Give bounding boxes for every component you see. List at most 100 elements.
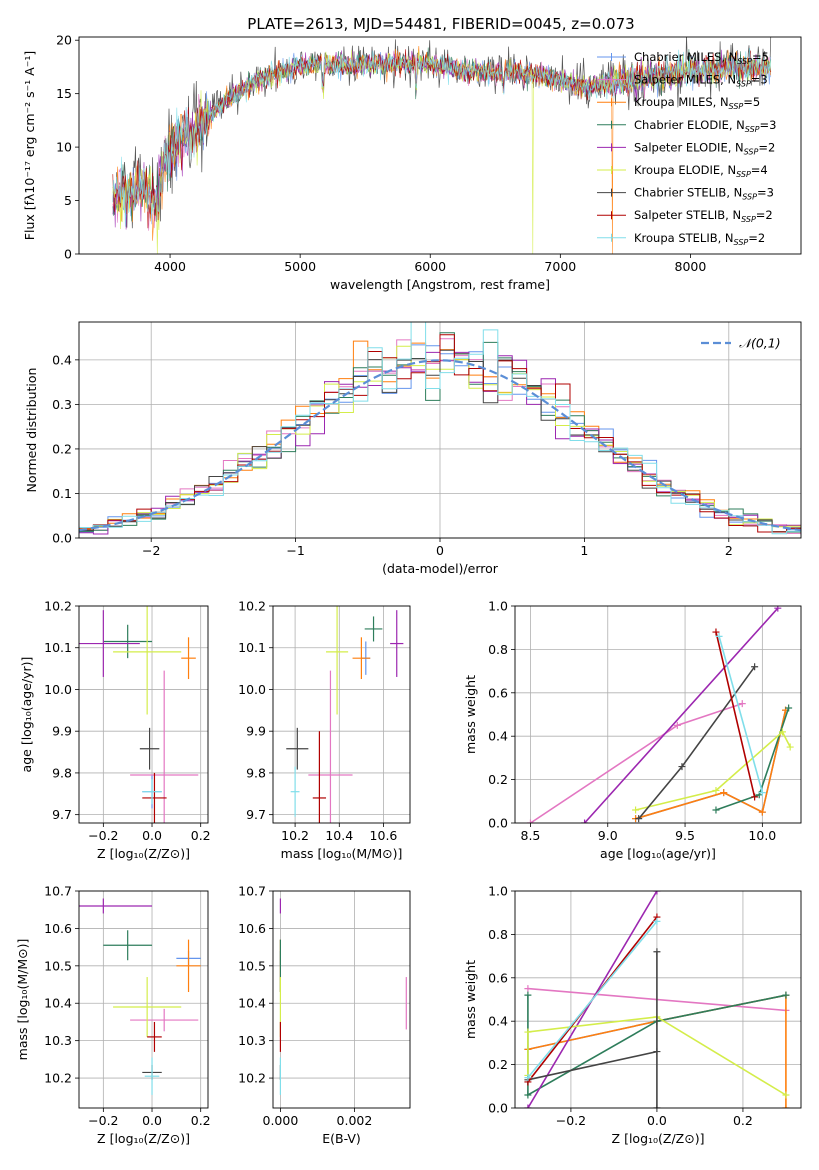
y-tick-label: 1.0 (488, 599, 508, 614)
y-tick-label: 10.5 (238, 958, 266, 973)
x-tick-label: 5000 (284, 259, 316, 274)
legend-label: Kroupa MILES, NSSP=5 (634, 95, 760, 111)
y-tick-label: 0.2 (52, 441, 72, 456)
weight-marker-4 (581, 819, 589, 823)
legend-label: Salpeter MILES, NSSP=3 (634, 73, 768, 89)
x-axis-label: (data-model)/error (382, 561, 499, 576)
histogram-steps-4 (79, 351, 801, 535)
legend-label: Kroupa ELODIE, NSSP=4 (634, 163, 768, 179)
weight-marker-3 (782, 991, 790, 999)
y-tick-label: 10.2 (44, 1071, 72, 1086)
x-tick-label: 0.002 (337, 1113, 373, 1128)
weight-marker-5 (778, 728, 786, 736)
weight-marker-3 (524, 991, 532, 999)
x-axis-label: Z [log₁₀(Z/Z⊙)] (612, 1131, 705, 1146)
y-tick-label: 10.2 (44, 599, 72, 614)
weight-marker-8 (758, 789, 766, 797)
weight-marker-6 (678, 763, 686, 771)
weight-line-2 (635, 710, 787, 820)
x-tick-label: 0.000 (263, 1113, 299, 1128)
legend-label: Chabrier MILES, NSSP=5 (634, 50, 769, 66)
axes-frame (78, 605, 209, 824)
legend-label: Chabrier STELIB, NSSP=3 (634, 186, 774, 202)
weight-marker-4 (774, 606, 782, 612)
weight-marker-1 (526, 819, 534, 823)
weight-line-6 (527, 951, 658, 1108)
x-tick-label: 0.0 (647, 1113, 667, 1128)
plot-area (524, 891, 790, 1108)
y-tick-label: 10.2 (238, 1071, 266, 1086)
x-tick-label: 0.2 (733, 1113, 753, 1128)
weight-marker-6 (635, 815, 643, 823)
y-tick-label: 9.8 (52, 765, 72, 780)
weight-marker-1 (524, 985, 532, 993)
x-tick-label: 0.0 (142, 828, 162, 843)
y-axis-label: Normed distribution (24, 368, 39, 493)
x-tick-label: 10.4 (325, 828, 353, 843)
plot-area (79, 898, 201, 1095)
spectrum-line-8 (112, 47, 772, 227)
weight-marker-8 (653, 917, 661, 925)
weight-marker-3 (785, 704, 793, 712)
legend-label: Salpeter ELODIE, NSSP=2 (634, 140, 775, 156)
weight-marker-2 (782, 1104, 790, 1108)
x-tick-label: −2 (142, 543, 160, 558)
y-tick-label: 10.7 (44, 884, 72, 899)
weight-marker-4 (653, 891, 661, 895)
x-tick-label: 2 (725, 543, 733, 558)
weight-marker-8 (524, 1074, 532, 1082)
normal-curve (79, 359, 801, 532)
y-tick-label: 10.3 (238, 1033, 266, 1048)
x-tick-label: 0.2 (191, 1113, 211, 1128)
x-tick-label: 0.0 (142, 1113, 162, 1128)
x-tick-label: −0.2 (88, 828, 118, 843)
y-tick-label: 10 (56, 140, 72, 155)
y-tick-label: 10.5 (44, 958, 72, 973)
x-tick-label: 9.5 (675, 828, 695, 843)
x-axis-label: E(B-V) (322, 1131, 361, 1146)
y-tick-label: 20 (56, 33, 72, 48)
weight-line-7 (715, 631, 756, 798)
weight-marker-6 (751, 663, 759, 671)
y-axis-label: mass weight (463, 960, 478, 1039)
y-tick-label: 9.7 (52, 807, 72, 822)
y-tick-label: 10.1 (44, 640, 72, 655)
axes-mass-weight-vs-age: 8.5 9.0 9.5 10.0 0.0 0.2 0.4 0.6 0.8 1.0 age [log₁… (463, 599, 802, 861)
x-axis-label: age [log₁₀(age/yr)] (600, 846, 716, 861)
y-tick-label: 0.2 (488, 772, 508, 787)
axes-residuals: −2 −1 0 1 2 0.0 0.1 0.2 0.3 0.4 (data-model)/error… (24, 321, 802, 576)
x-tick-label: 9.0 (598, 828, 618, 843)
weight-marker-7 (712, 628, 720, 636)
x-tick-label: 8000 (675, 259, 707, 274)
weight-marker-6 (653, 948, 661, 956)
y-tick-label: 0.2 (488, 1057, 508, 1072)
x-axis-label: Z [log₁₀(Z/Z⊙)] (97, 846, 190, 861)
x-tick-label: 1 (580, 543, 588, 558)
plot-area (79, 606, 199, 823)
y-tick-label: 0.4 (488, 729, 508, 744)
plot-area (526, 606, 794, 823)
weight-line-1 (530, 702, 743, 823)
x-tick-label: 10.0 (748, 828, 776, 843)
y-tick-label: 0.6 (488, 970, 508, 985)
weight-marker-5 (712, 786, 720, 794)
axes-age-vs-mass: 10.2 10.4 10.6 9.7 9.8 9.9 10.0 10.1 10.2 mass [l… (238, 599, 411, 861)
plot-area (79, 322, 801, 537)
weight-line-8 (527, 920, 658, 1079)
legend-label: Chabrier ELODIE, NSSP=3 (634, 118, 776, 134)
weight-marker-7 (751, 793, 759, 801)
x-axis-label: mass [log₁₀(M/M⊙)] (281, 846, 403, 861)
x-tick-label: −0.2 (556, 1113, 586, 1128)
plot-area (286, 606, 404, 823)
axes-frame (78, 36, 802, 255)
y-tick-label: 10.1 (238, 640, 266, 655)
weight-line-5 (527, 1016, 787, 1096)
x-tick-label: −0.2 (88, 1113, 118, 1128)
axes-frame (514, 605, 802, 824)
y-axis-label: Flux [fλ10⁻¹⁷ erg cm⁻² s⁻¹ A⁻¹] (22, 51, 37, 240)
x-tick-label: 8.5 (521, 828, 541, 843)
weight-marker-2 (758, 808, 766, 816)
weight-marker-2 (720, 789, 728, 797)
y-tick-label: 10.4 (238, 996, 266, 1011)
